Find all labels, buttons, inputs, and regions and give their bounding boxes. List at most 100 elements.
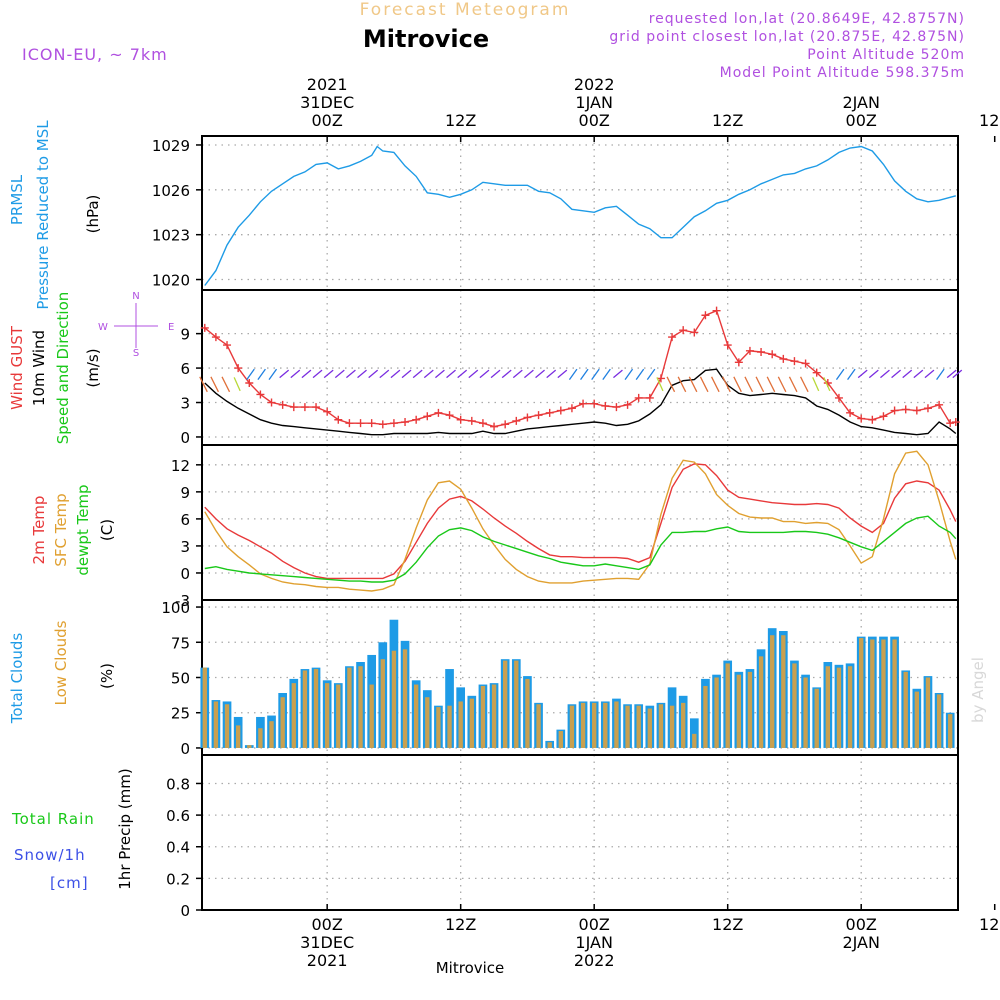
clouds-ytick-label: 100 (161, 599, 190, 617)
low-cloud-bar (814, 688, 819, 748)
wind-arrow (290, 369, 301, 379)
pressure-label-prmsl: PRMSL (8, 174, 26, 225)
gust-marker (846, 408, 855, 417)
gust-marker (946, 419, 955, 428)
wind-arrow (744, 376, 754, 393)
gust-marker (623, 400, 632, 409)
low-cloud-bar (480, 685, 486, 748)
temperature-ytick-label: 12 (171, 457, 190, 475)
temp-dewpt-label: dewpt Temp (74, 484, 92, 575)
wind-direction-arrows (199, 368, 963, 393)
low-cloud-bar (781, 635, 786, 748)
low-cloud-bar (302, 670, 308, 748)
wind-arrow (635, 368, 645, 381)
gust-marker (634, 393, 643, 402)
pressure-line (204, 145, 956, 286)
model-label: ICON-EU, ~ 7km (22, 45, 168, 64)
gust-marker (378, 420, 387, 429)
low-cloud-bar (669, 705, 675, 748)
bottom-time-label: 1JAN (575, 933, 613, 952)
wind-arrow (490, 369, 501, 379)
low-cloud-bar (925, 677, 931, 748)
wind-arrow (755, 376, 765, 393)
gust-marker (645, 393, 654, 402)
gust-marker (923, 404, 932, 413)
precip-ytick-label: 0.6 (166, 807, 190, 825)
wind-arrow (788, 376, 798, 393)
wind-arrow (902, 369, 913, 379)
gust-marker (523, 413, 532, 422)
gust-marker (445, 411, 454, 420)
gust-marker (868, 415, 877, 424)
gust-marker (879, 412, 888, 421)
gust-marker (834, 393, 843, 402)
wind-arrow (423, 369, 434, 379)
gust-marker (289, 403, 298, 412)
wind-arrow (799, 376, 809, 393)
wind-arrow (257, 368, 266, 381)
low-cloud-bar (369, 684, 374, 748)
chart-supertitle: Forecast Meteogram (360, 0, 571, 20)
wind-arrow (557, 369, 568, 379)
low-cloud-bar (603, 702, 608, 748)
precip-ytick-label: 0 (180, 902, 190, 920)
wind-line (204, 368, 957, 436)
gust-marker (656, 374, 665, 383)
pressure-ytick-label: 1026 (152, 182, 190, 200)
gust-marker (467, 416, 476, 425)
gust-marker (745, 346, 754, 355)
wind-arrow (613, 369, 623, 379)
low-cloud-bar (547, 742, 552, 748)
wind-gust-label: Wind GUST (8, 325, 26, 410)
gust-marker (534, 411, 543, 420)
low-cloud-bar (658, 704, 664, 748)
low-cloud-bar (425, 697, 430, 748)
gust-marker (556, 406, 565, 415)
low-cloud-bar (625, 705, 630, 748)
low-cloud-bar (313, 669, 319, 748)
wind-arrow (677, 376, 687, 393)
wind-arrow (688, 376, 698, 393)
low-cloud-bar (847, 666, 853, 748)
top-time-label: 1JAN (575, 93, 613, 112)
gust-marker (356, 419, 365, 428)
sfc-line (204, 450, 957, 592)
gust-marker (734, 358, 743, 367)
gust-marker (912, 406, 921, 415)
gust-marker (234, 364, 243, 373)
low-cloud-bar (636, 705, 641, 748)
gust-marker (612, 403, 621, 412)
gust-marker (456, 415, 465, 424)
low-cloud-bar (202, 667, 207, 748)
low-cloud-bar (514, 660, 519, 748)
low-cloud-bar (914, 691, 920, 748)
gust-marker (579, 399, 588, 408)
wind-arrow (568, 368, 578, 381)
low-cloud-bar (614, 701, 619, 748)
low-cloud-bar (402, 649, 408, 748)
low-cloud-bar (859, 638, 864, 748)
pressure-ytick-label: 1020 (152, 272, 190, 290)
compass-e: E (168, 322, 174, 333)
top-time-label: 12Z (712, 111, 743, 130)
wind-arrow (857, 369, 868, 379)
wind-arrow (880, 369, 890, 379)
snow-label: Snow/1h (14, 846, 86, 864)
credit-watermark: by Angel (969, 657, 987, 723)
time-axis: 202131DEC00Z12Z20221JAN00Z12Z2JAN00Z12Z0… (300, 75, 1000, 970)
temperature-panel: 0 3 6 9 12 -3 (171, 444, 959, 610)
gust-marker (323, 407, 332, 416)
low-cloud-bar (569, 705, 575, 748)
gust-marker (567, 404, 576, 413)
gust-marker (367, 419, 376, 428)
wind-ytick-label: 3 (180, 395, 190, 413)
low-cloud-bar (324, 683, 330, 748)
pressure-ytick-label: 1023 (152, 227, 190, 245)
top-time-label: 12Z (445, 111, 476, 130)
gust-marker (501, 420, 510, 429)
temp-unit: (C) (98, 519, 116, 541)
gust-marker (790, 357, 799, 366)
wind-arrow (936, 368, 945, 381)
low-cloud-bar (758, 656, 764, 748)
low-cloud-bar (414, 684, 419, 748)
